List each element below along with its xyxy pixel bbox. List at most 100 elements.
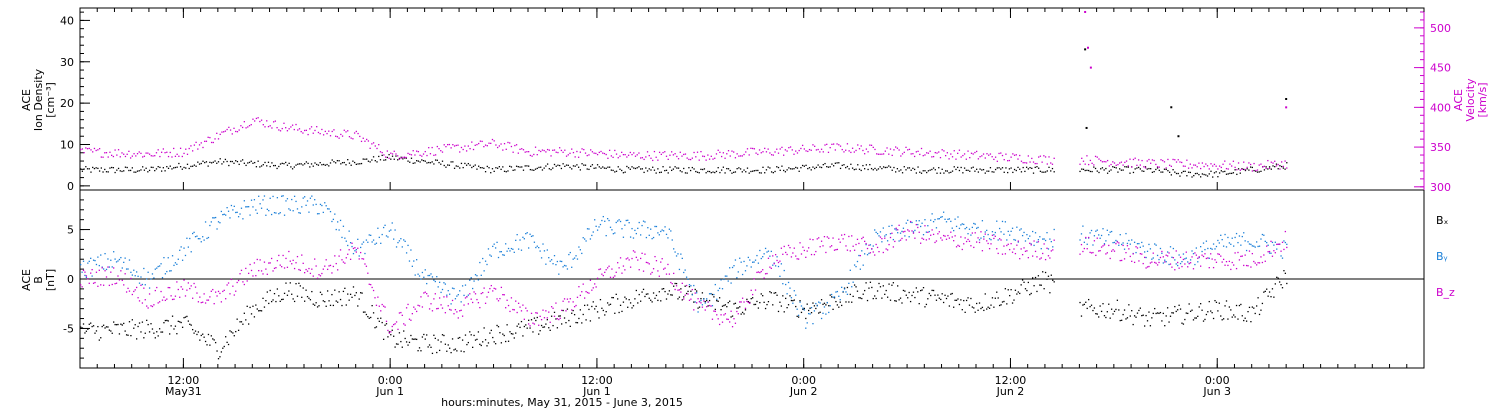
data-point — [899, 239, 902, 241]
data-point — [88, 147, 90, 150]
data-point — [1222, 245, 1225, 247]
data-point — [781, 146, 783, 149]
data-point — [1030, 292, 1032, 295]
data-point — [1267, 159, 1269, 162]
data-point — [247, 162, 249, 164]
data-point — [1280, 255, 1282, 257]
data-point — [102, 156, 104, 158]
data-point — [711, 293, 714, 296]
data-point — [525, 307, 527, 309]
data-point — [954, 299, 956, 301]
data-point — [273, 292, 276, 295]
data-point — [426, 154, 428, 157]
data-point — [204, 161, 206, 164]
data-point — [1085, 301, 1087, 303]
top-left-ylabel-line: ACE — [20, 89, 33, 111]
data-point — [316, 277, 319, 279]
data-point — [265, 300, 267, 302]
data-point — [486, 145, 488, 147]
data-point — [101, 266, 103, 268]
data-point — [440, 304, 442, 306]
data-point — [390, 229, 392, 231]
data-point — [627, 306, 629, 308]
data-point — [472, 287, 474, 290]
data-point — [430, 273, 432, 275]
data-point — [822, 151, 824, 153]
data-point — [111, 154, 113, 157]
data-point — [1251, 166, 1253, 169]
data-point — [536, 245, 538, 247]
data-point — [1146, 250, 1149, 253]
data-point — [940, 216, 942, 218]
data-point — [196, 333, 198, 336]
data-point — [1027, 281, 1029, 284]
data-point — [503, 143, 506, 145]
data-point — [1122, 169, 1124, 171]
data-point — [988, 154, 990, 156]
data-point — [750, 298, 752, 300]
data-point — [179, 321, 181, 323]
data-point — [691, 294, 693, 296]
data-point — [305, 204, 307, 206]
data-point — [895, 229, 897, 231]
data-point — [88, 323, 90, 325]
data-point — [108, 329, 111, 331]
data-point — [559, 260, 561, 262]
data-point — [522, 304, 524, 306]
data-point — [375, 326, 378, 328]
data-point — [553, 163, 556, 166]
data-point — [593, 167, 595, 169]
data-point — [283, 267, 286, 269]
data-point — [767, 166, 769, 168]
data-point — [924, 225, 926, 227]
data-point — [815, 302, 817, 305]
data-point — [447, 344, 449, 346]
data-point — [596, 311, 599, 313]
data-point — [1230, 268, 1232, 271]
data-point — [318, 213, 320, 215]
data-point — [832, 308, 834, 311]
data-point — [667, 293, 669, 295]
data-point — [721, 305, 724, 307]
data-point — [532, 331, 534, 333]
data-point — [749, 301, 751, 304]
data-point — [780, 247, 783, 249]
data-point — [173, 328, 175, 330]
data-point — [354, 294, 356, 297]
data-point — [958, 169, 961, 172]
data-point — [1276, 243, 1278, 246]
data-point — [633, 167, 635, 169]
data-point — [1225, 300, 1228, 302]
data-point — [1191, 167, 1193, 169]
data-point — [944, 154, 947, 157]
data-point — [718, 323, 721, 326]
data-point — [737, 271, 739, 273]
data-point — [474, 144, 476, 146]
data-point — [342, 225, 345, 227]
data-point — [977, 237, 979, 239]
data-point — [1138, 309, 1140, 312]
data-point — [526, 310, 528, 312]
data-point — [1133, 261, 1136, 264]
data-point — [269, 197, 271, 199]
data-point — [143, 169, 146, 171]
data-point — [569, 152, 571, 155]
data-point — [1115, 239, 1117, 242]
data-point — [1009, 234, 1011, 236]
data-point — [577, 166, 580, 168]
data-point — [239, 213, 241, 215]
data-point — [900, 155, 902, 157]
data-point — [733, 171, 735, 174]
data-point — [1179, 161, 1181, 163]
data-point — [562, 309, 564, 312]
data-point — [858, 254, 860, 257]
data-point — [1119, 259, 1121, 262]
data-point — [1286, 162, 1288, 164]
data-point — [991, 156, 993, 158]
data-point — [986, 153, 988, 155]
data-point — [181, 326, 184, 328]
data-point — [464, 334, 467, 336]
data-point — [152, 155, 154, 157]
data-point — [1161, 252, 1163, 254]
data-point — [1016, 244, 1018, 246]
